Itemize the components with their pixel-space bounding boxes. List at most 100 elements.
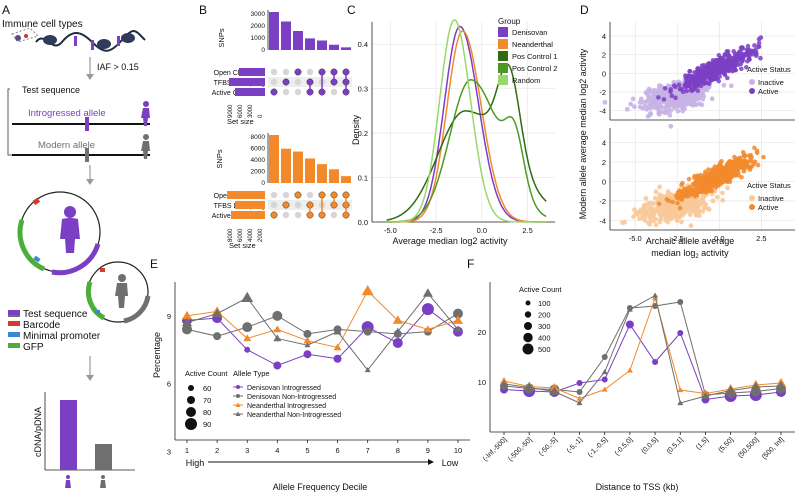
- modern-allele-ylabel: Modern allele average median log2 activi…: [578, 48, 588, 219]
- construct-legend: Test sequence Barcode Minimal promoter G…: [8, 309, 101, 353]
- active-count-legend-f: Active Count 100 200 300 400 500: [519, 285, 562, 355]
- f-xtick: (-1,-0.5]: [587, 436, 609, 458]
- inactive-point: [693, 201, 699, 207]
- set-size-tick: 8000: [228, 228, 234, 242]
- inactive-point: [647, 111, 653, 117]
- active-point: [708, 67, 714, 73]
- active-point: [741, 169, 747, 174]
- plasmid-introgressed: [17, 191, 101, 276]
- snp-ytick: 4000: [251, 157, 266, 164]
- snp-ytick: 8000: [251, 134, 266, 141]
- active-point: [691, 188, 697, 193]
- f-point: [601, 354, 608, 360]
- e-point: [303, 329, 312, 338]
- f-xtick: (1,5]: [695, 436, 710, 451]
- matrix-dot: [294, 191, 302, 199]
- active-point: [683, 187, 689, 192]
- f-point: [750, 382, 761, 391]
- f-size-legend-dot: [524, 311, 532, 318]
- legend-label: Pos Control 2: [512, 64, 557, 73]
- active-point: [745, 43, 751, 49]
- inactive-point: [624, 106, 630, 112]
- f-xtick: (5,50]: [717, 436, 735, 454]
- type-legend-marker: [236, 394, 240, 398]
- modern-axis-icon: [100, 475, 106, 488]
- e-ytick: 3: [167, 447, 171, 456]
- legend-swatch: [498, 63, 508, 73]
- e-point: [453, 308, 463, 319]
- inactive-point: [665, 83, 671, 89]
- f-xtick: (-Inf,-500]: [482, 436, 508, 462]
- active-point: [721, 172, 727, 178]
- active-point: [725, 49, 731, 54]
- panel-a: Immune cell types IAF > 0.15 Test sequen…: [2, 19, 151, 488]
- inactive-point: [647, 201, 653, 206]
- set-size-tick: 6000: [238, 104, 244, 118]
- e-point: [182, 317, 192, 327]
- e-xtick: 8: [396, 446, 400, 455]
- scatter-ytick: -4: [599, 216, 606, 225]
- active-point: [737, 49, 742, 54]
- snp-ytick: 2000: [251, 23, 266, 30]
- active-point: [689, 88, 695, 94]
- density-curve-pos-control-2: [386, 79, 547, 223]
- inactive-point: [656, 111, 662, 117]
- active-point: [740, 45, 745, 50]
- test-sequence-label: Test sequence: [22, 85, 80, 95]
- snp-bar: [293, 31, 303, 50]
- matrix-dot: [294, 201, 302, 209]
- inactive-point: [663, 106, 669, 112]
- active-point: [738, 164, 744, 169]
- active-point: [676, 193, 682, 199]
- legend-swatch: [498, 51, 508, 61]
- inactive-point: [653, 216, 659, 222]
- legend-inactive-bottom: Inactive: [758, 194, 784, 203]
- inactive-point: [664, 193, 670, 199]
- inactive-point: [657, 104, 663, 110]
- type-legend-label: Denisovan Introgressed: [247, 385, 321, 392]
- low-label: Low: [442, 458, 459, 468]
- snp-ytick: 0: [261, 180, 265, 187]
- e-point: [243, 334, 252, 342]
- set-size-bar: [235, 201, 265, 209]
- inactive-point: [700, 208, 706, 214]
- active-point: [731, 49, 736, 54]
- set-size-bar: [231, 211, 265, 219]
- e-point: [364, 367, 371, 373]
- inactive-point: [653, 189, 659, 195]
- snp-bar: [281, 21, 291, 50]
- f-size-legend-dot: [524, 322, 532, 330]
- active-point: [715, 165, 721, 170]
- active-point: [688, 187, 693, 193]
- snp-bar: [341, 47, 351, 50]
- active-point: [741, 153, 747, 159]
- set-size-tick: 4000: [248, 228, 254, 242]
- f-point: [625, 320, 634, 329]
- inactive-point: [650, 201, 656, 207]
- matrix-dot: [270, 191, 278, 199]
- inactive-point: [660, 109, 666, 115]
- active-point: [690, 78, 696, 83]
- set-size-tick: 9000: [228, 104, 234, 118]
- scatter-ytick: 0: [602, 69, 606, 78]
- active-point: [744, 65, 749, 70]
- active-status-legend-top: Active Status Inactive Active: [747, 65, 791, 96]
- snp-bar: [269, 12, 279, 50]
- f-xtick: (-0.5,0]: [614, 436, 635, 457]
- f-point: [524, 382, 535, 391]
- snp-ytick: 1000: [251, 35, 266, 42]
- active-point: [675, 200, 680, 206]
- matrix-dot: [282, 88, 290, 96]
- size-legend-dot: [187, 396, 195, 404]
- set-size-label-bottom: Set size: [229, 241, 256, 250]
- inactive-point: [666, 100, 671, 106]
- active-point: [676, 82, 682, 88]
- inactive-point: [705, 206, 711, 212]
- legend-swatch: [498, 39, 508, 49]
- f-series-line: [503, 294, 782, 404]
- snp-ytick: 2000: [251, 169, 266, 176]
- panel-letter-e: E: [150, 257, 158, 271]
- active-count-title-e: Active Count: [185, 369, 228, 378]
- inactive-point: [696, 101, 702, 107]
